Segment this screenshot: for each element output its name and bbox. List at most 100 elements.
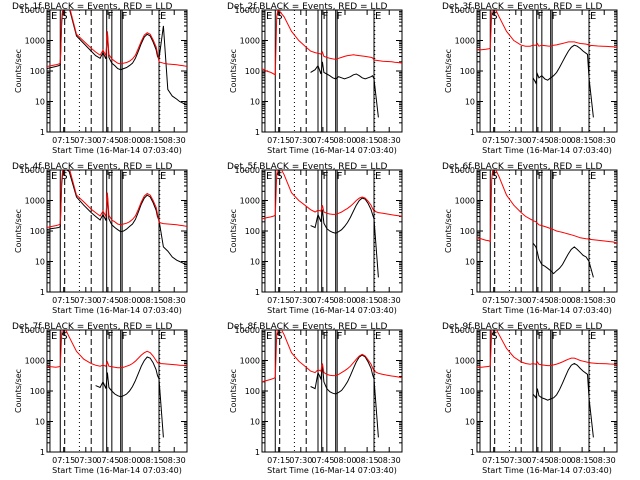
y-tick-label: 100 bbox=[245, 67, 260, 76]
x-axis-label: Start Time (16-Mar-14 07:03:40) bbox=[52, 146, 182, 155]
x-tick-label: 07:30 bbox=[74, 456, 97, 465]
lld-series-line bbox=[262, 10, 402, 76]
lld-series-line bbox=[47, 170, 187, 228]
panel-title: Det_3f BLACK = Events, RED = LLD bbox=[442, 2, 602, 12]
panel-title: Det_2f BLACK = Events, RED = LLD bbox=[227, 2, 387, 12]
event-marker-label: E bbox=[481, 171, 487, 182]
x-tick-label: 08:15 bbox=[141, 456, 164, 465]
event-marker-label: S bbox=[61, 331, 67, 342]
panel-title: Det_1f BLACK = Events, RED = LLD bbox=[12, 2, 172, 12]
event-marker-label: E bbox=[590, 331, 596, 342]
y-tick-label: 1 bbox=[255, 288, 260, 297]
event-marker-label: F bbox=[108, 171, 114, 182]
y-tick-label: 1 bbox=[470, 288, 475, 297]
panel-title: Det_4f BLACK = Events, RED = LLD bbox=[12, 162, 172, 172]
y-tick-label: 10 bbox=[250, 258, 260, 267]
plot-frame bbox=[261, 169, 403, 293]
y-axis-label: Counts/sec bbox=[444, 209, 453, 253]
x-tick-label: 07:15 bbox=[267, 456, 290, 465]
y-tick-label: 10000 bbox=[20, 166, 45, 175]
y-tick-label: 10000 bbox=[20, 6, 45, 15]
x-tick-label: 08:00 bbox=[118, 456, 141, 465]
event-marker-label: S bbox=[491, 171, 497, 182]
lld-series-line bbox=[477, 10, 617, 51]
plot-frame bbox=[46, 9, 188, 133]
event-marker-label: F bbox=[337, 171, 343, 182]
y-tick-label: 10000 bbox=[450, 6, 475, 15]
x-tick-label: 07:45 bbox=[96, 296, 119, 305]
x-axis-label: Start Time (16-Mar-14 07:03:40) bbox=[482, 466, 612, 475]
events-series-line bbox=[310, 354, 379, 438]
y-tick-label: 1000 bbox=[25, 197, 45, 206]
events-series-line bbox=[532, 242, 594, 278]
y-tick-label: 1 bbox=[470, 448, 475, 457]
x-tick-label: 08:00 bbox=[118, 296, 141, 305]
event-marker-label: F bbox=[552, 331, 558, 342]
event-marker-label: E bbox=[160, 171, 166, 182]
lld-series-line bbox=[262, 330, 402, 383]
event-marker-label: S bbox=[276, 171, 282, 182]
x-tick-label: 08:15 bbox=[141, 296, 164, 305]
y-tick-label: 100 bbox=[245, 387, 260, 396]
x-tick-label: 08:00 bbox=[548, 296, 571, 305]
event-marker-label: F bbox=[337, 11, 343, 22]
x-tick-label: 07:15 bbox=[52, 456, 75, 465]
event-marker-label: F bbox=[552, 171, 558, 182]
y-tick-label: 1 bbox=[40, 288, 45, 297]
event-marker-label: E bbox=[590, 11, 596, 22]
events-series-line bbox=[532, 362, 594, 438]
panel-8: Det_8f BLACK = Events, RED = LLD 1 10 100 10… bbox=[227, 322, 403, 475]
event-marker-label: E bbox=[266, 171, 272, 182]
event-marker-label: E bbox=[375, 11, 381, 22]
event-marker-label: E bbox=[375, 331, 381, 342]
x-axis-label: Start Time (16-Mar-14 07:03:40) bbox=[267, 306, 397, 315]
events-series-line bbox=[95, 356, 164, 438]
event-marker-label: E bbox=[266, 11, 272, 22]
event-marker-label: F bbox=[552, 11, 558, 22]
event-marker-label: E bbox=[160, 11, 166, 22]
x-tick-label: 08:15 bbox=[141, 136, 164, 145]
y-tick-label: 10 bbox=[250, 418, 260, 427]
y-tick-label: 1000 bbox=[25, 357, 45, 366]
panel-2: Det_2f BLACK = Events, RED = LLD 1 10 100 10… bbox=[227, 2, 403, 155]
x-tick-label: 07:30 bbox=[504, 456, 527, 465]
event-marker-label: F bbox=[122, 11, 128, 22]
y-tick-label: 10 bbox=[35, 418, 45, 427]
event-marker-label: F bbox=[538, 171, 544, 182]
y-tick-label: 1 bbox=[255, 128, 260, 137]
x-tick-label: 08:30 bbox=[378, 456, 401, 465]
x-tick-label: 07:15 bbox=[482, 296, 505, 305]
y-tick-label: 100 bbox=[30, 387, 45, 396]
event-marker-label: E bbox=[51, 331, 57, 342]
x-tick-label: 07:15 bbox=[52, 136, 75, 145]
x-axis-label: Start Time (16-Mar-14 07:03:40) bbox=[52, 306, 182, 315]
x-tick-label: 07:45 bbox=[311, 136, 334, 145]
event-marker-label: S bbox=[491, 11, 497, 22]
plot-frame bbox=[476, 169, 618, 293]
x-tick-label: 07:15 bbox=[52, 296, 75, 305]
x-tick-label: 08:00 bbox=[118, 136, 141, 145]
y-tick-label: 100 bbox=[460, 387, 475, 396]
y-tick-label: 10000 bbox=[235, 166, 260, 175]
y-tick-label: 10 bbox=[250, 98, 260, 107]
y-tick-label: 1 bbox=[470, 128, 475, 137]
y-tick-label: 10 bbox=[465, 258, 475, 267]
y-tick-label: 1 bbox=[40, 128, 45, 137]
panel-5: Det_5f BLACK = Events, RED = LLD 1 10 100 10… bbox=[227, 162, 403, 315]
y-tick-label: 1000 bbox=[455, 357, 475, 366]
x-tick-label: 07:45 bbox=[96, 456, 119, 465]
y-tick-label: 10 bbox=[35, 258, 45, 267]
panel-title: Det_9f BLACK = Events, RED = LLD bbox=[442, 322, 602, 332]
y-tick-label: 10 bbox=[465, 418, 475, 427]
y-tick-label: 1000 bbox=[455, 37, 475, 46]
event-marker-label: F bbox=[323, 11, 329, 22]
y-axis-label: Counts/sec bbox=[444, 49, 453, 93]
event-marker-label: E bbox=[375, 171, 381, 182]
event-marker-label: F bbox=[122, 171, 128, 182]
event-marker-label: E bbox=[51, 171, 57, 182]
event-marker-label: E bbox=[160, 331, 166, 342]
x-tick-label: 08:15 bbox=[571, 136, 594, 145]
x-tick-label: 08:00 bbox=[333, 456, 356, 465]
event-marker-label: F bbox=[538, 11, 544, 22]
events-series-line bbox=[47, 170, 187, 265]
